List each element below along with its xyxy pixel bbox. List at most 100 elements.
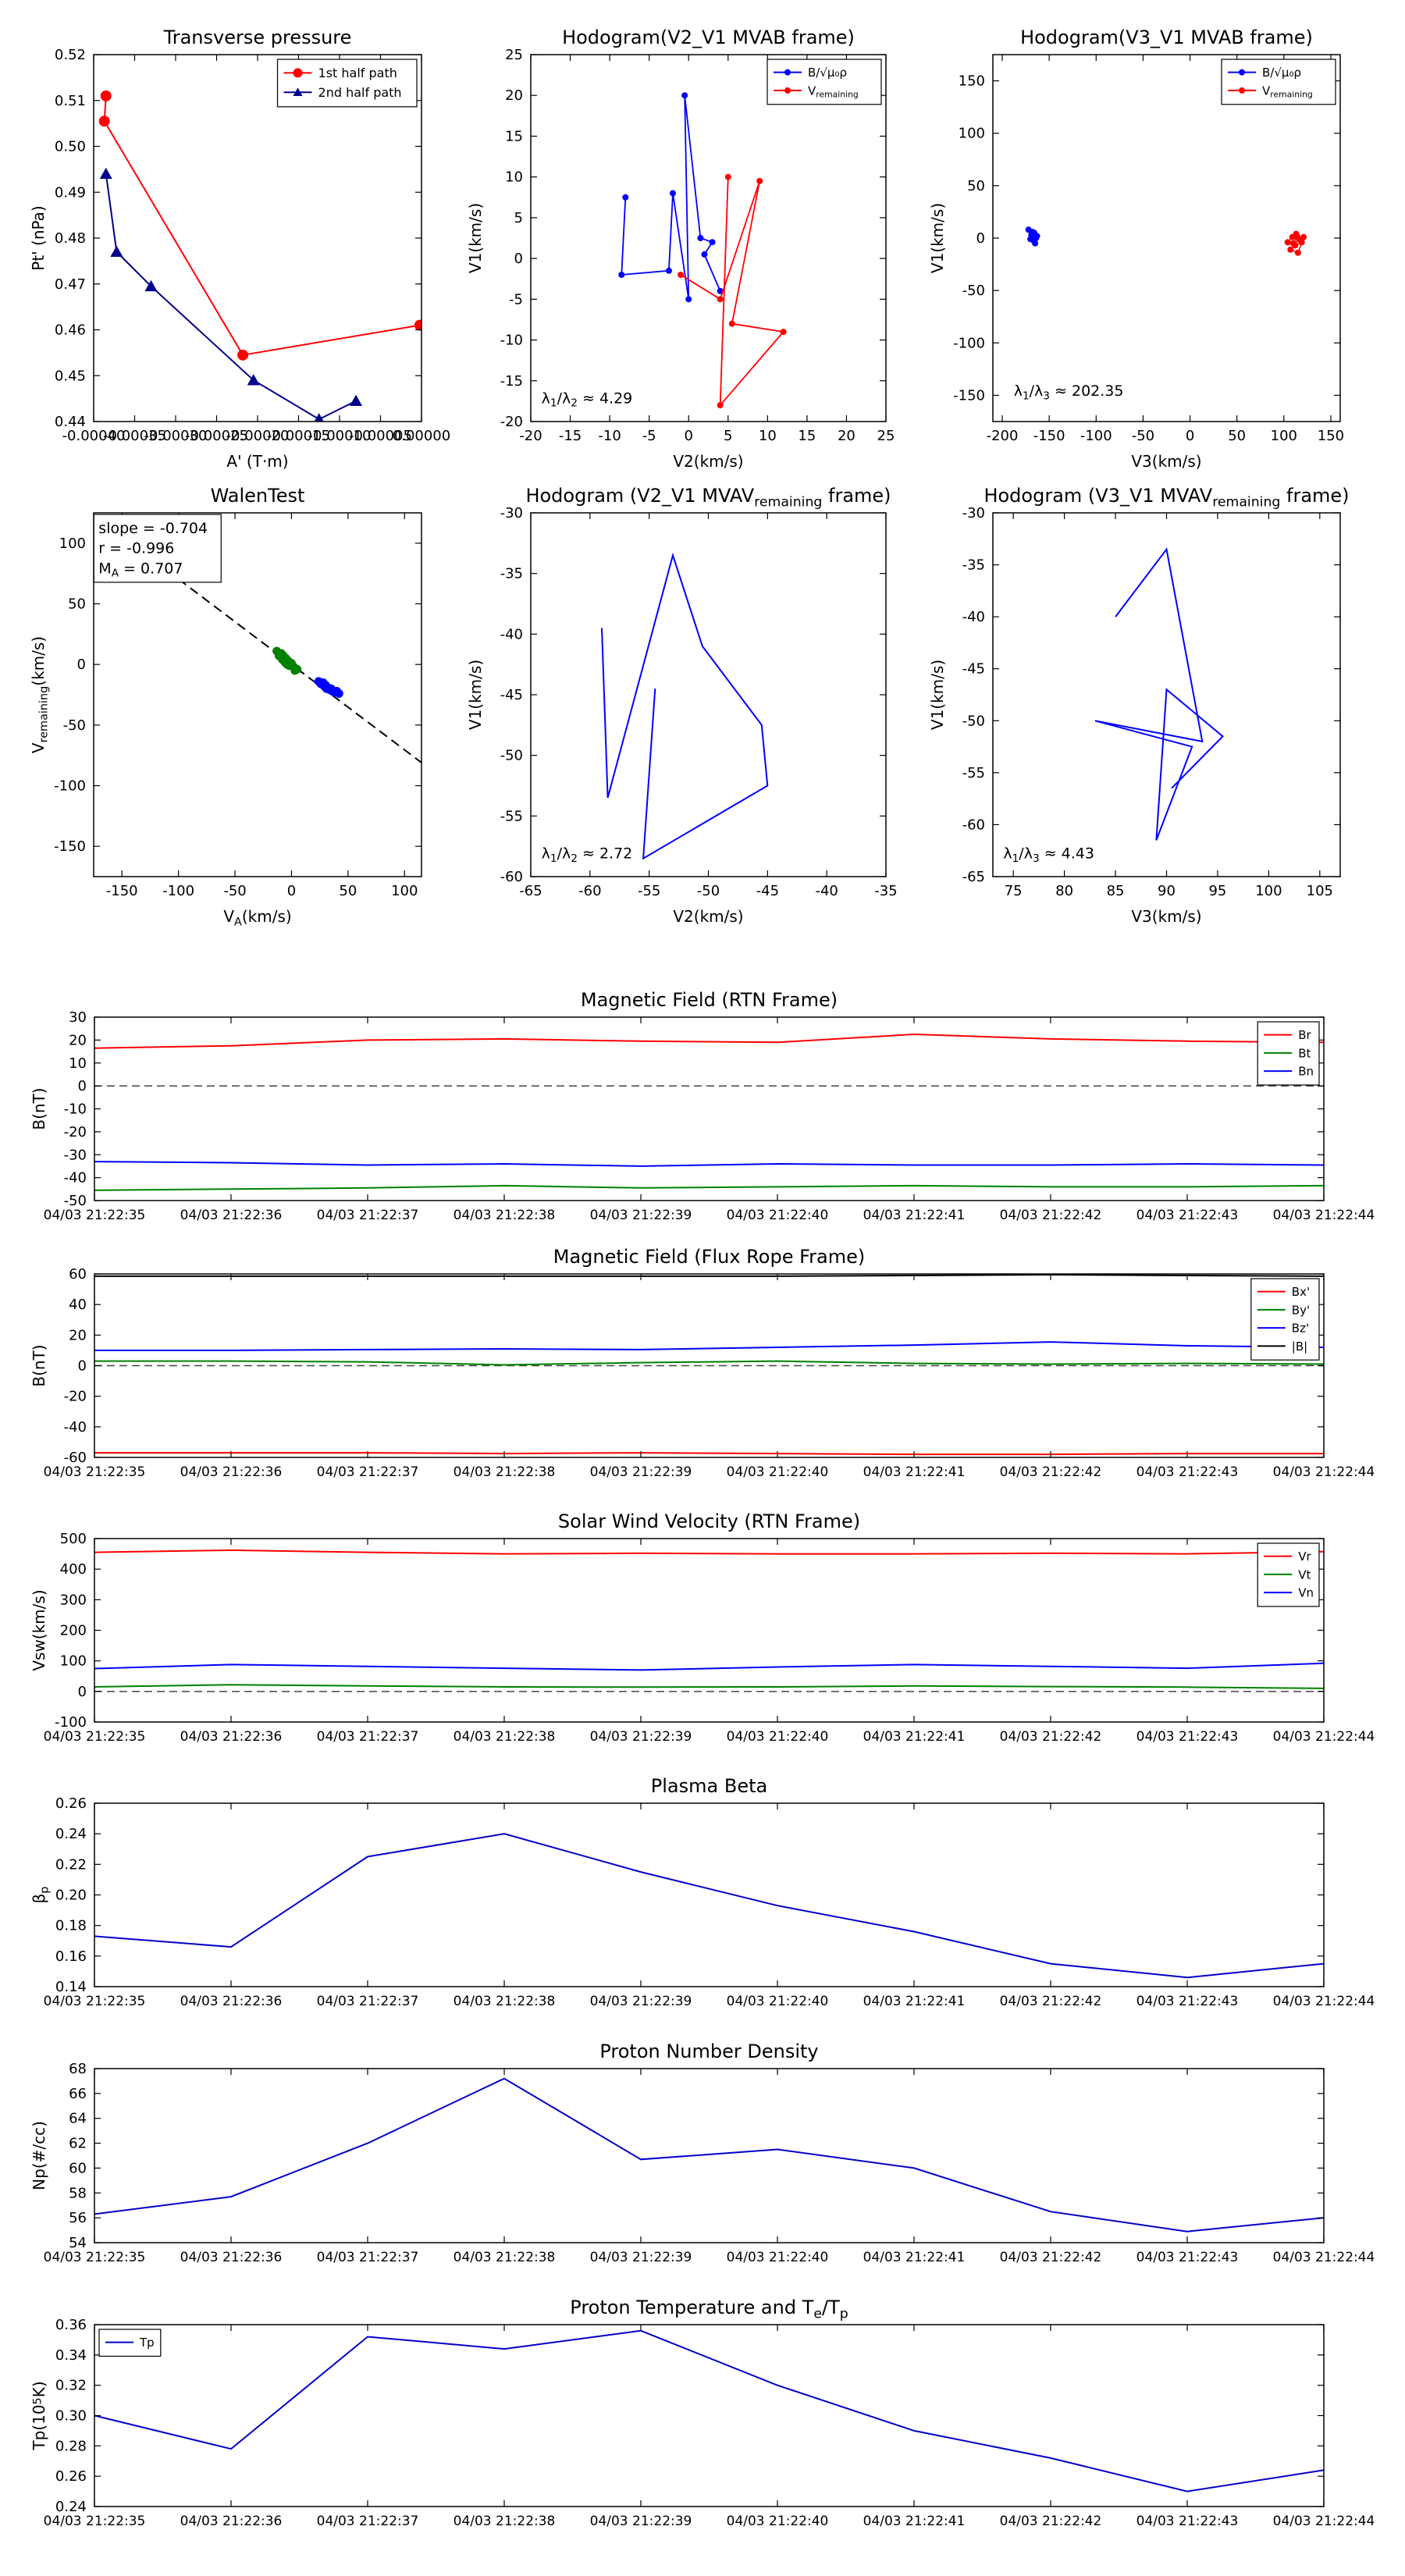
x-tick-label: 105 [1307,883,1333,899]
legend-label: Br [1298,1028,1311,1042]
axes-frame [93,512,422,877]
x-tick-label: 0 [684,428,692,444]
series-b- [621,95,721,300]
series-bx- [94,1452,1324,1456]
annotation-text: λ1/λ3 ≈ 4.43 [1003,845,1094,865]
y-tick-label: 0.22 [55,1856,87,1873]
chart-title: Transverse pressure [163,27,352,48]
x-axis-label: V3(km/s) [1131,907,1201,926]
y-tick-label: -50 [64,1193,87,1209]
x-tick-label: -150 [1033,428,1065,444]
y-tick-label: -60 [500,869,523,885]
panel-proton-density: 04/03 21:22:35 04/03 21:22:36 04/03 21:22:… [0,2019,1405,2269]
x-tick-label: -0.00010 [308,428,372,444]
circle-marker [681,92,688,99]
y-tick-label: 62 [69,2136,87,2152]
x-tick-label: 04/03 21:22:43 [1136,1464,1239,1480]
y-tick-label: -150 [953,387,985,404]
y-tick-label: -10 [500,333,523,349]
x-tick-label: 04/03 21:22:36 [180,2250,283,2265]
y-axis-label: V1(km/s) [466,660,485,730]
circle-marker [728,320,735,327]
y-tick-label: 50 [967,178,985,194]
circle-marker [1287,246,1294,253]
x-tick-label: 0.00000 [393,428,450,444]
triangle-marker [293,87,303,96]
series-group [1025,226,1307,256]
y-tick-label: 60 [69,2160,87,2176]
series-vt [94,1684,1324,1689]
y-tick-label: 15 [505,128,523,144]
y-tick-label: 0.51 [55,93,86,109]
x-axis-label: A' (T·m) [226,452,288,471]
chart-title: Hodogram(V3_V1 MVAB frame) [1020,27,1313,48]
annotation: λ1/λ3 ≈ 202.35 [1014,382,1124,402]
y-tick-label: 30 [69,1009,87,1026]
y-axis-label: Pt' (nPa) [29,205,48,270]
y-tick-label: 56 [69,2210,87,2226]
circle-marker [1030,229,1037,237]
circle-marker [784,87,791,94]
x-tick-label: 04/03 21:22:44 [1273,1994,1375,2009]
y-tick-label: 300 [60,1592,87,1608]
legend-label: 1st half path [318,66,397,80]
x-tick-label: 04/03 21:22:39 [590,2250,692,2265]
circle-marker [756,177,763,184]
x-tick-label: -20 [519,428,542,444]
transverse-pressure-chart: -0.00040-0.00035-0.00030-0.00025-0.00020… [29,27,450,471]
y-tick-label: 0.28 [55,2438,87,2454]
x-tick-label: 04/03 21:22:38 [454,1464,556,1480]
y-tick-label: -20 [64,1124,87,1140]
legend-label: Vn [1298,1586,1314,1600]
x-tick-label: 04/03 21:22:40 [727,2250,829,2265]
circle-marker [1284,239,1291,246]
chart-title: WalenTest [211,485,305,507]
legend-label: Vr [1298,1550,1311,1564]
y-tick-label: 64 [69,2111,87,2127]
series-vn [94,1662,1324,1671]
triangle-marker [314,413,324,422]
x-tick-label: 04/03 21:22:36 [180,1729,283,1745]
x-tick-label: 04/03 21:22:44 [1273,2250,1375,2265]
series-1st-half-path [103,95,421,356]
y-tick-label: 54 [69,2235,87,2251]
annotation-text: λ1/λ2 ≈ 4.29 [542,390,633,410]
legend: 1st half path 2nd half path [276,59,418,108]
x-tick-label: 04/03 21:22:37 [317,1464,419,1480]
series-tp [94,2329,1324,2492]
y-axis-label: B(nT) [30,1087,48,1130]
circle-marker [665,267,672,274]
y-tick-label: 100 [959,126,985,142]
x-tick-label: 25 [877,428,895,444]
circle-marker [678,272,685,278]
x-tick-label: -150 [106,883,138,899]
x-tick-label: 04/03 21:22:35 [44,1208,146,1223]
y-tick-label: 0.47 [55,276,86,293]
y-axis-label: V1(km/s) [466,203,485,273]
x-tick-label: 04/03 21:22:36 [180,1208,283,1223]
legend-label: B/√μ₀ρ [808,66,847,80]
y-tick-label: 10 [69,1055,87,1072]
x-tick-label: -100 [162,883,194,899]
circle-marker [1030,237,1037,244]
x-tick-label: 5 [724,428,732,444]
y-tick-label: 0.18 [55,1918,87,1934]
x-tick-label: 04/03 21:22:42 [1000,1464,1102,1480]
x-tick-label: -0.00005 [349,428,412,444]
y-tick-label: 66 [69,2086,87,2102]
axes-frame [530,54,887,422]
circle-marker [1239,69,1245,76]
legend-label: Vremaining [1262,84,1313,99]
axes-frame [992,54,1341,422]
annotation: λ1/λ2 ≈ 2.72 [542,845,633,865]
y-tick-label: -30 [64,1147,87,1163]
circle-marker [784,69,791,76]
x-tick-label: -50 [1132,428,1154,444]
y-tick-label: 0.32 [55,2378,87,2394]
x-tick-label: 04/03 21:22:44 [1273,2514,1375,2529]
series-2nd-half-path [105,173,357,421]
circle-marker [1297,237,1304,244]
x-tick-label: -100 [1080,428,1112,444]
magnetic-field-rtn-chart: 04/03 21:22:35 04/03 21:22:36 04/03 21:22:… [30,989,1375,1223]
x-tick-label: 100 [391,883,418,899]
